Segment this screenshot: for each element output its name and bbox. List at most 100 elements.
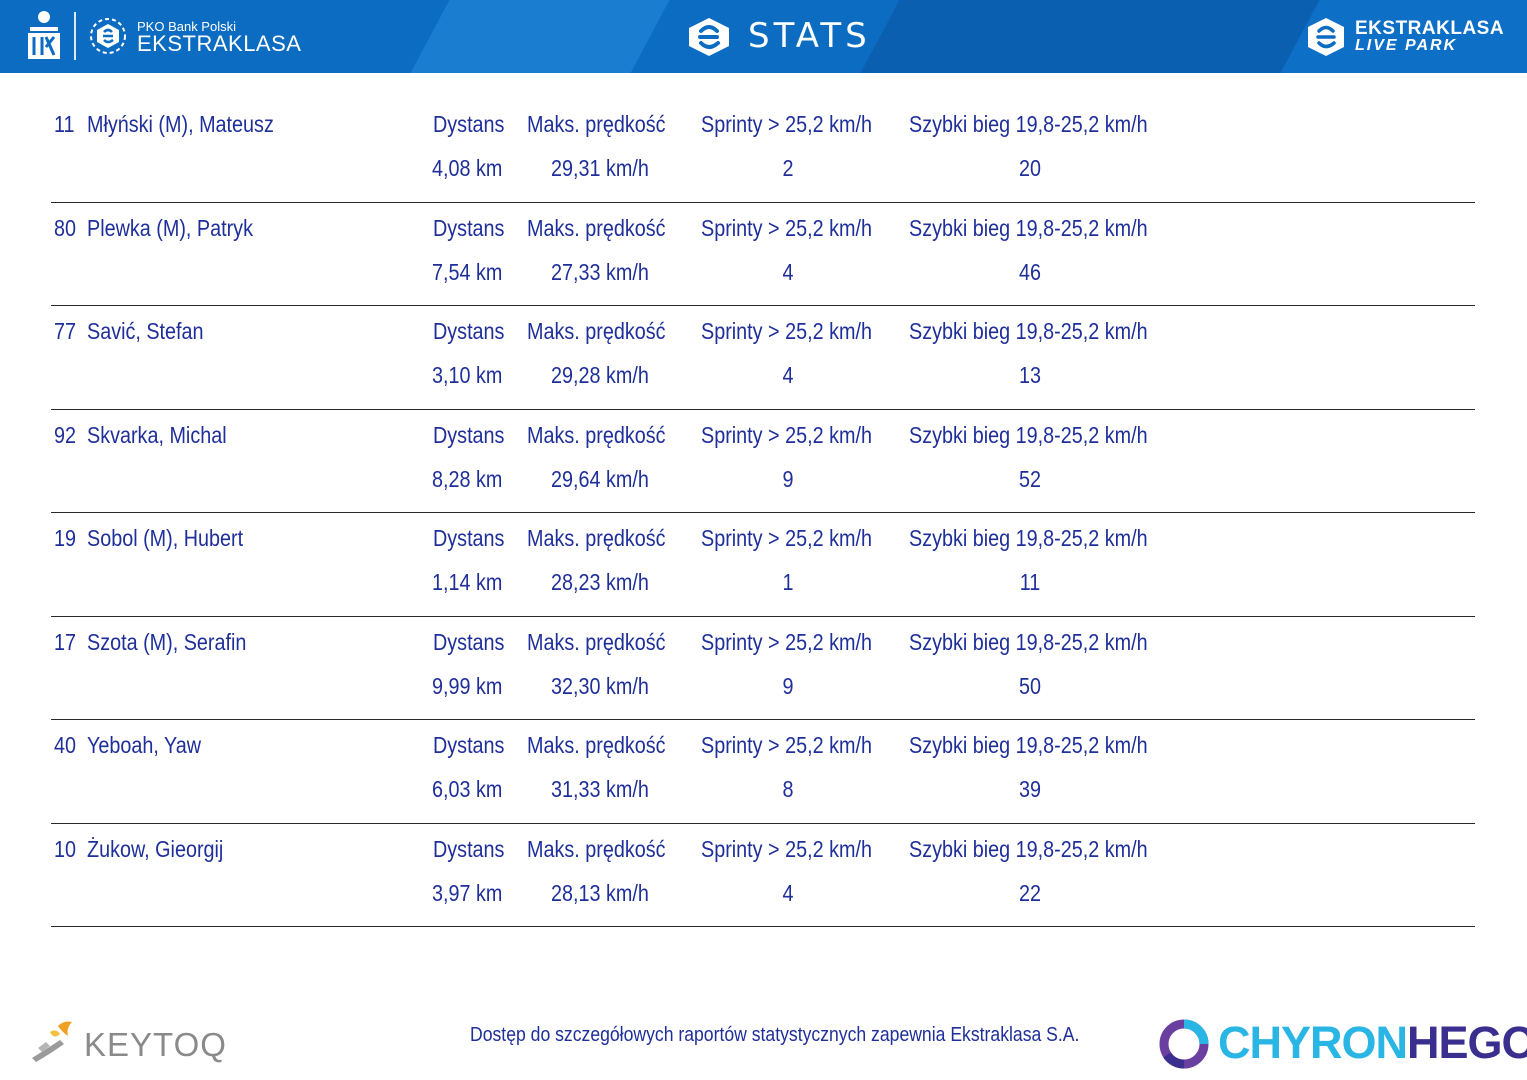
player-number: 10: [54, 835, 77, 862]
player-stats-list: 11 Młyński (M), Mateusz Dystans Maks. pr…: [51, 99, 1475, 927]
distance-value: 8,28 km: [432, 465, 503, 492]
fast-run-value: 39: [1018, 776, 1042, 802]
distance-label: Dystans: [433, 525, 505, 551]
player-row: 11 Młyński (M), Mateusz Dystans Maks. pr…: [51, 99, 1475, 203]
brand-subtitle: PKO Bank Polski: [137, 19, 236, 34]
distance-label: Dystans: [433, 318, 505, 344]
distance-value: 3,97 km: [432, 879, 503, 906]
player-name: Yeboah, Yaw: [87, 732, 202, 758]
sprints-value: 4: [782, 362, 794, 388]
max-speed-label: Maks. prędkość: [527, 835, 666, 862]
chyronhego-wordmark: CHYRONHEGO: [1218, 1017, 1527, 1069]
fast-run-value: 22: [1018, 879, 1042, 906]
header-bar: PKO Bank Polski EKSTRAKLASA STATS EKSTRA…: [0, 0, 1527, 73]
brand-name: EKSTRAKLASA: [137, 31, 302, 56]
fast-run-label: Szybki bieg 19,8-25,2 km/h: [909, 421, 1148, 448]
distance-label: Dystans: [433, 111, 505, 137]
fast-run-label: Szybki bieg 19,8-25,2 km/h: [909, 628, 1148, 655]
max-speed-value: 28,13 km/h: [551, 879, 649, 906]
player-row: 17 Szota (M), Serafin Dystans Maks. pręd…: [51, 617, 1475, 720]
distance-value: 4,08 km: [432, 155, 503, 181]
max-speed-value: 28,23 km/h: [551, 569, 649, 595]
sprints-label: Sprinty > 25,2 km/h: [701, 111, 872, 137]
fast-run-label: Szybki bieg 19,8-25,2 km/h: [909, 318, 1148, 344]
player-name: Młyński (M), Mateusz: [87, 111, 274, 137]
max-speed-label: Maks. prędkość: [527, 318, 666, 344]
keytoq-logo-icon: [32, 1021, 72, 1062]
player-number: 19: [54, 525, 77, 551]
hego-part: HEGO: [1407, 1017, 1527, 1068]
sprints-label: Sprinty > 25,2 km/h: [701, 214, 872, 241]
chyronhego-logo-icon: [1159, 1019, 1209, 1069]
pko-logo-icon: [28, 11, 60, 59]
sprints-value: 9: [782, 672, 794, 699]
sprints-value: 8: [782, 776, 794, 802]
sprints-value: 9: [782, 465, 794, 492]
sprints-label: Sprinty > 25,2 km/h: [701, 318, 872, 344]
player-number: 40: [54, 732, 77, 758]
max-speed-value: 29,31 km/h: [551, 155, 649, 181]
livepark-logo-icon: [1308, 18, 1344, 56]
chyron-part: CHYRON: [1218, 1017, 1408, 1068]
max-speed-label: Maks. prędkość: [527, 732, 666, 758]
sprints-label: Sprinty > 25,2 km/h: [701, 732, 872, 758]
sprints-label: Sprinty > 25,2 km/h: [701, 835, 872, 862]
page-title: STATS: [748, 16, 871, 56]
distance-value: 9,99 km: [432, 672, 503, 699]
distance-label: Dystans: [433, 732, 505, 758]
max-speed-label: Maks. prędkość: [527, 111, 666, 137]
player-name: Żukow, Gieorgij: [87, 835, 224, 862]
distance-label: Dystans: [433, 835, 505, 862]
fast-run-value: 46: [1018, 258, 1042, 285]
header-stripe: [410, 0, 670, 73]
distance-value: 3,10 km: [432, 362, 503, 388]
player-row: 19 Sobol (M), Hubert Dystans Maks. prędk…: [51, 513, 1475, 617]
player-name: Sobol (M), Hubert: [87, 525, 244, 551]
player-name: Szota (M), Serafin: [87, 628, 247, 655]
sprints-label: Sprinty > 25,2 km/h: [701, 525, 872, 551]
fast-run-label: Szybki bieg 19,8-25,2 km/h: [909, 214, 1148, 241]
fast-run-label: Szybki bieg 19,8-25,2 km/h: [909, 835, 1148, 862]
player-row: 92 Skvarka, Michal Dystans Maks. prędkoś…: [51, 410, 1475, 513]
fast-run-value: 52: [1018, 465, 1042, 492]
stats-logo-icon: [689, 18, 729, 56]
fast-run-value: 50: [1018, 672, 1042, 699]
max-speed-label: Maks. prędkość: [527, 214, 666, 241]
max-speed-value: 32,30 km/h: [551, 672, 649, 699]
player-name: Skvarka, Michal: [87, 421, 227, 448]
player-row: 40 Yeboah, Yaw Dystans Maks. prędkość Sp…: [51, 720, 1475, 824]
sprints-value: 2: [782, 155, 794, 181]
player-name: Savić, Stefan: [87, 318, 204, 344]
fast-run-label: Szybki bieg 19,8-25,2 km/h: [909, 525, 1148, 551]
ekstraklasa-logo-icon: [90, 18, 126, 54]
livepark-subtitle: LIVE PARK: [1355, 37, 1458, 54]
sprints-value: 1: [782, 569, 794, 595]
max-speed-value: 29,64 km/h: [551, 465, 649, 492]
livepark-title: EKSTRAKLASA: [1355, 18, 1505, 39]
footer-note: Dostęp do szczegółowych raportów statyst…: [470, 1024, 1080, 1046]
player-row: 10 Żukow, Gieorgij Dystans Maks. prędkoś…: [51, 824, 1475, 927]
distance-value: 1,14 km: [432, 569, 503, 595]
fast-run-label: Szybki bieg 19,8-25,2 km/h: [909, 732, 1148, 758]
max-speed-label: Maks. prędkość: [527, 628, 666, 655]
max-speed-value: 27,33 km/h: [551, 258, 649, 285]
distance-label: Dystans: [433, 628, 505, 655]
player-row: 77 Savić, Stefan Dystans Maks. prędkość …: [51, 306, 1475, 410]
player-number: 80: [54, 214, 77, 241]
player-number: 92: [54, 421, 77, 448]
player-name: Plewka (M), Patryk: [87, 214, 253, 241]
player-number: 17: [54, 628, 77, 655]
max-speed-label: Maks. prędkość: [527, 525, 666, 551]
sprints-label: Sprinty > 25,2 km/h: [701, 421, 872, 448]
player-number: 77: [54, 318, 77, 344]
header-stripe: [860, 0, 1320, 73]
player-row: 80 Plewka (M), Patryk Dystans Maks. pręd…: [51, 203, 1475, 306]
sprints-label: Sprinty > 25,2 km/h: [701, 628, 872, 655]
fast-run-value: 20: [1018, 155, 1042, 181]
max-speed-value: 31,33 km/h: [551, 776, 649, 802]
distance-value: 6,03 km: [432, 776, 503, 802]
fast-run-value: 13: [1018, 362, 1042, 388]
header-divider: [74, 12, 76, 60]
max-speed-value: 29,28 km/h: [551, 362, 649, 388]
sprints-value: 4: [782, 879, 794, 906]
